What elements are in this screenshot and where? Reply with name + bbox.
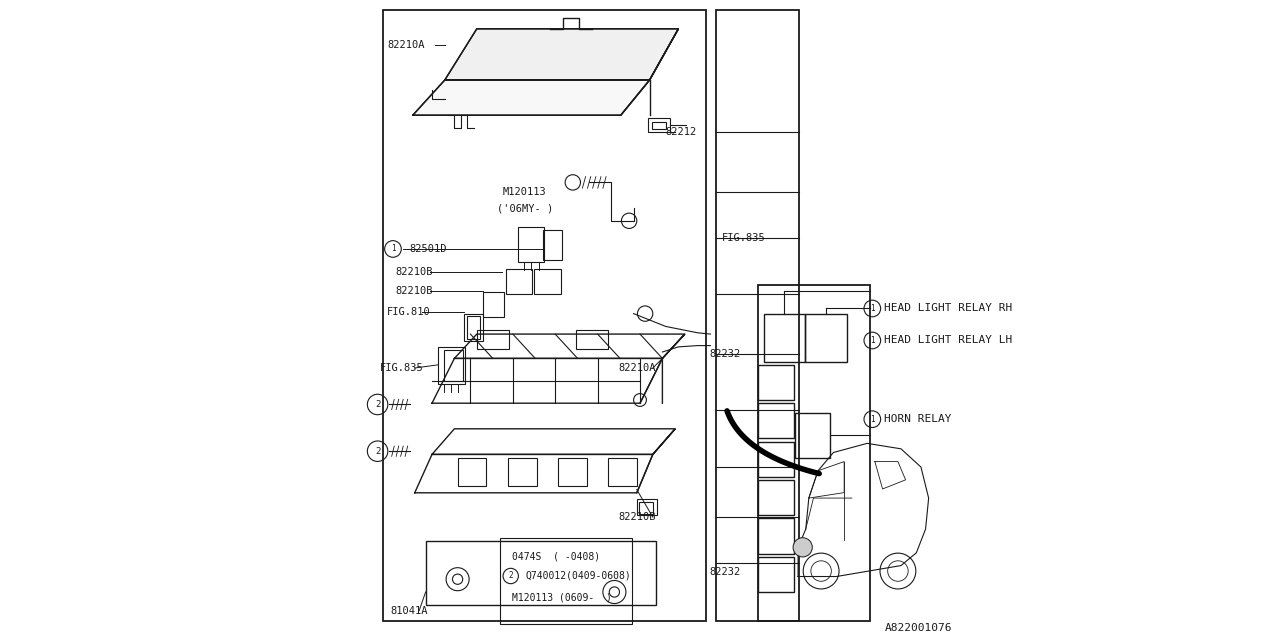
- Text: 2: 2: [508, 572, 513, 580]
- Text: FIG.835: FIG.835: [379, 363, 424, 373]
- Bar: [508, 458, 536, 486]
- Bar: [805, 314, 847, 362]
- Bar: [467, 316, 480, 339]
- Bar: [759, 365, 794, 400]
- Text: HEAD LIGHT RELAY LH: HEAD LIGHT RELAY LH: [884, 335, 1012, 346]
- Text: 82210B: 82210B: [618, 512, 655, 522]
- Bar: [458, 458, 486, 486]
- Text: 81041A: 81041A: [390, 605, 428, 616]
- Bar: [465, 314, 484, 341]
- Text: 1: 1: [870, 415, 874, 424]
- Bar: [484, 292, 504, 317]
- Text: 1: 1: [390, 244, 396, 253]
- Bar: [759, 518, 794, 554]
- Bar: [518, 227, 544, 262]
- Bar: [425, 541, 657, 605]
- Bar: [383, 10, 707, 621]
- Polygon shape: [412, 80, 650, 115]
- Bar: [576, 330, 608, 349]
- Text: HORN RELAY: HORN RELAY: [884, 414, 951, 424]
- Text: 82210A: 82210A: [387, 40, 425, 50]
- Text: 82210B: 82210B: [396, 267, 433, 277]
- Text: 82232: 82232: [709, 349, 740, 359]
- Text: 82210A: 82210A: [618, 363, 655, 373]
- Text: Q740012(0409-0608): Q740012(0409-0608): [526, 571, 631, 581]
- Circle shape: [794, 538, 813, 557]
- Text: A822001076: A822001076: [884, 623, 952, 634]
- Bar: [535, 269, 561, 294]
- Text: 82501D: 82501D: [410, 244, 447, 254]
- Text: 0474S  ( -0408): 0474S ( -0408): [512, 552, 600, 562]
- Text: M120113 (0609-  ): M120113 (0609- ): [512, 592, 612, 602]
- Bar: [500, 538, 632, 624]
- Text: M120113: M120113: [502, 187, 547, 197]
- Text: 2: 2: [375, 400, 380, 409]
- Text: 2: 2: [375, 447, 380, 456]
- Bar: [763, 314, 805, 362]
- Text: HEAD LIGHT RELAY RH: HEAD LIGHT RELAY RH: [884, 303, 1012, 314]
- Text: FIG.835: FIG.835: [722, 233, 765, 243]
- Bar: [759, 557, 794, 592]
- Bar: [558, 458, 586, 486]
- Text: 82232: 82232: [709, 566, 740, 577]
- Bar: [637, 499, 658, 515]
- Bar: [608, 458, 637, 486]
- Bar: [716, 10, 799, 621]
- Text: 1: 1: [870, 336, 874, 345]
- Bar: [438, 347, 466, 384]
- Bar: [759, 442, 794, 477]
- Text: 1: 1: [870, 304, 874, 313]
- Bar: [759, 285, 870, 621]
- Bar: [648, 118, 671, 132]
- Bar: [506, 269, 532, 294]
- Bar: [759, 480, 794, 515]
- Text: ('06MY- ): ('06MY- ): [498, 204, 553, 214]
- Polygon shape: [445, 29, 678, 80]
- Bar: [639, 502, 653, 514]
- Bar: [543, 230, 562, 260]
- Bar: [795, 413, 831, 458]
- Text: 82212: 82212: [666, 127, 696, 138]
- Bar: [652, 122, 666, 129]
- Bar: [759, 403, 794, 438]
- Text: FIG.810: FIG.810: [387, 307, 431, 317]
- Text: 82210B: 82210B: [396, 286, 433, 296]
- Bar: [444, 350, 463, 381]
- Bar: [477, 330, 509, 349]
